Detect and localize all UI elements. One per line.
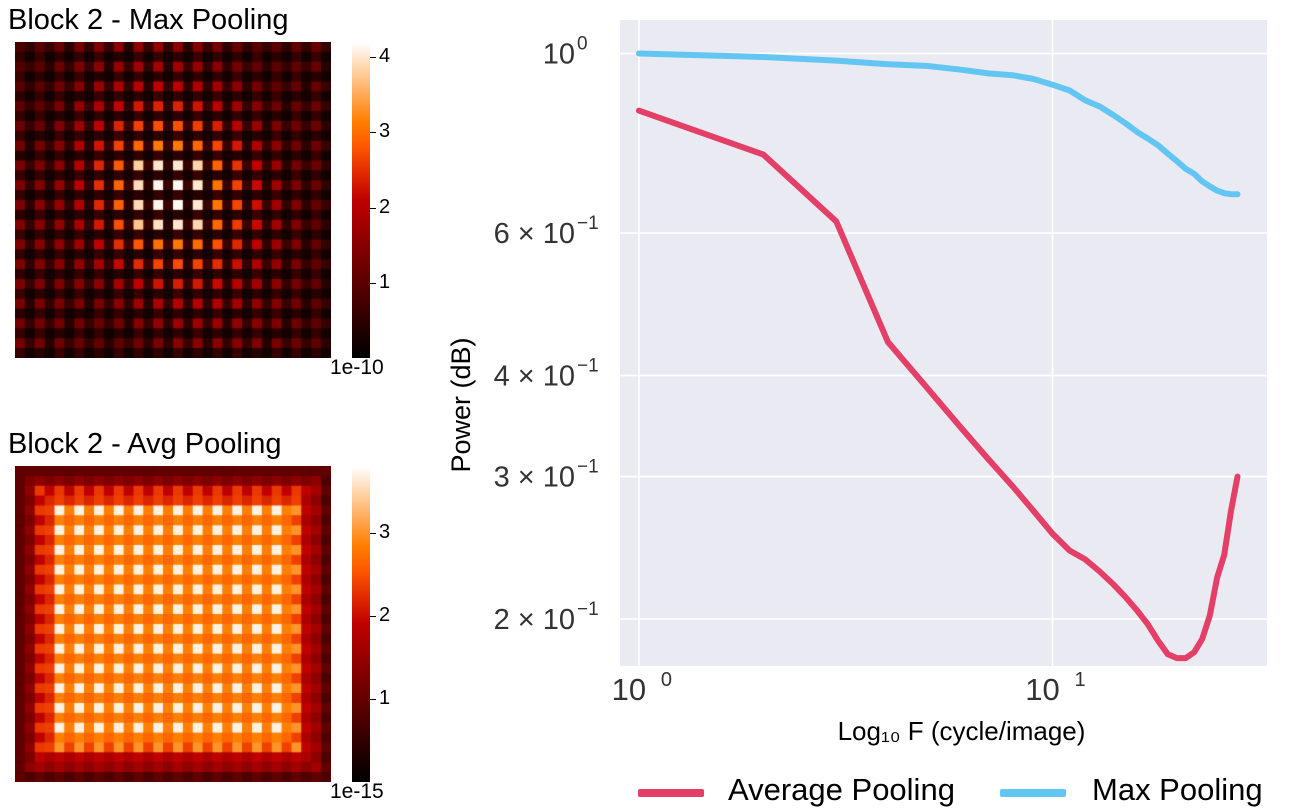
legend-label-average-pooling: Average Pooling [728, 772, 955, 807]
colorbar-tick-mark [370, 532, 376, 534]
legend-swatch-max-pooling [1000, 789, 1066, 797]
colorbar-tick-label: 2 [379, 603, 391, 626]
colorbar-avg-pooling [352, 466, 370, 782]
colorbar-exponent-avg-pooling: 1e-15 [330, 780, 384, 803]
plot-area [620, 20, 1267, 666]
y-tick-exponent: −1 [577, 355, 599, 376]
colorbar-tick-mark [370, 207, 376, 209]
legend-swatch-average-pooling [638, 789, 704, 797]
colorbar-tick-mark [370, 615, 376, 617]
colorbar-tick-mark [370, 57, 376, 59]
series-line-max-pooling [635, 50, 1241, 198]
x-axis-label: Log₁₀ F (cycle/image) [838, 716, 1086, 746]
heatmap-title-max-pooling: Block 2 - Max Pooling [8, 4, 289, 36]
y-tick-exponent: −1 [577, 599, 599, 620]
x-tick-label: 10 [1025, 672, 1059, 707]
x-tick-exponent: 1 [1075, 669, 1086, 691]
y-tick-label: 2 × 10 [494, 604, 575, 636]
colorbar-tick-mark [370, 282, 376, 284]
heatmap-avg-pooling [15, 466, 331, 782]
x-tick-label: 10 [612, 672, 646, 707]
heatmap-max-pooling [15, 42, 331, 358]
y-tick-exponent: 0 [577, 33, 588, 54]
series-line-average-pooling [635, 107, 1241, 662]
colorbar-exponent-max-pooling: 1e-10 [330, 356, 384, 379]
legend-label-max-pooling: Max Pooling [1092, 772, 1263, 807]
y-tick-label: 10 [543, 38, 575, 70]
y-tick-exponent: −1 [577, 213, 599, 234]
x-tick-exponent: 0 [661, 669, 672, 691]
colorbar-tick-label: 3 [379, 520, 391, 543]
y-tick-label: 3 × 10 [494, 462, 575, 494]
colorbar-tick-label: 1 [379, 270, 391, 293]
colorbar-tick-label: 1 [379, 686, 391, 709]
y-tick-label: 6 × 10 [494, 218, 575, 250]
colorbar-tick-label: 4 [379, 45, 391, 68]
colorbar-tick-mark [370, 698, 376, 700]
heatmap-title-avg-pooling: Block 2 - Avg Pooling [8, 428, 282, 460]
y-tick-exponent: −1 [577, 457, 599, 478]
colorbar-tick-label: 3 [379, 120, 391, 143]
colorbar-tick-mark [370, 132, 376, 134]
y-tick-label: 4 × 10 [494, 360, 575, 392]
colorbar-max-pooling [352, 42, 370, 358]
y-axis-label: Power (dB) [446, 337, 476, 472]
colorbar-tick-label: 2 [379, 195, 391, 218]
